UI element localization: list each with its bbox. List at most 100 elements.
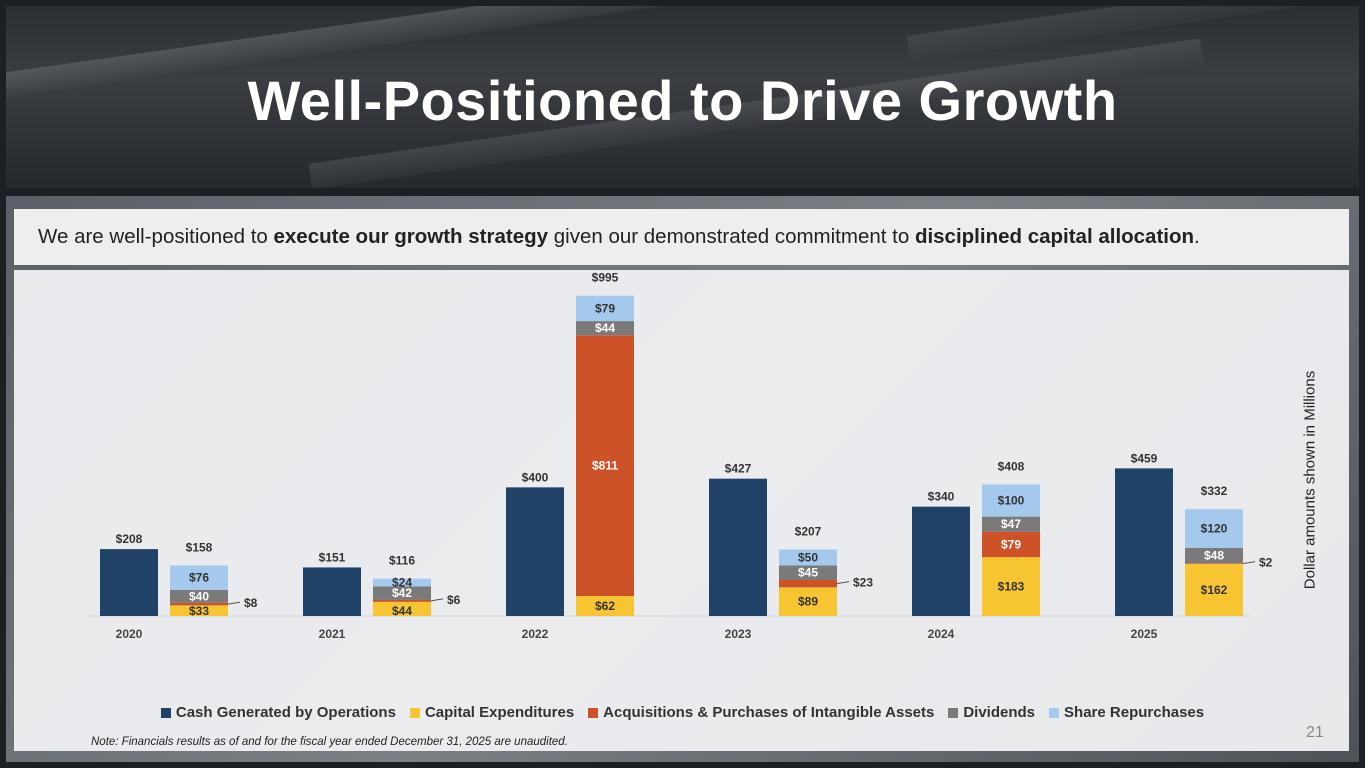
bar-acq [373,599,431,602]
total-label: $332 [1201,484,1228,498]
bar-rep [170,565,228,590]
data-label: $62 [595,599,615,613]
x-tick-label: 2024 [928,627,955,641]
data-label: $45 [798,566,818,580]
bar-cash-generated [912,506,970,616]
data-label: $79 [595,301,615,315]
legend-swatch [409,707,420,718]
legend-label: Dividends [963,704,1036,721]
data-label: $151 [319,550,346,564]
bar-acq [170,602,228,606]
bar-div [576,321,634,336]
intro-emphasis: disciplined capital allocation [914,225,1195,248]
total-label: $207 [795,524,822,538]
x-tick-label: 2023 [725,627,752,641]
bar-capex [982,557,1040,616]
data-label: $89 [798,595,818,609]
callout-line [836,581,850,585]
data-label: $33 [189,604,209,618]
data-label: $100 [998,494,1025,508]
data-label: $24 [392,576,412,590]
bar-capex [1185,563,1243,616]
page-title: Well-Positioned to Drive Growth [247,69,1118,132]
legend-item: Share Repurchases [1049,704,1204,721]
intro-statement: We are well-positioned to execute our gr… [14,209,1349,265]
data-label: $47 [1001,517,1021,531]
bar-acq [982,531,1040,558]
data-label: $162 [1201,583,1228,597]
legend-swatch [948,707,959,718]
legend-swatch [1049,707,1060,718]
legend-label: Acquisitions & Purchases of Intangible A… [603,704,935,721]
intro-text: given our demonstrated commitment to [548,225,915,248]
data-label: $400 [522,470,549,484]
bar-cash-generated [303,567,361,616]
bar-div [373,586,431,600]
bar-cash-generated [506,487,564,616]
x-tick-label: 2022 [522,627,549,641]
x-tick-label: 2020 [116,627,143,641]
data-label: $23 [853,576,873,590]
legend-item: Cash Generated by Operations [160,704,396,721]
bar-cash-generated [100,549,158,616]
bar-div [982,516,1040,532]
legend-swatch [160,707,171,718]
callout-line [227,601,241,605]
intro-text: . [1194,225,1200,248]
chart-legend: Cash Generated by Operations Capital Expe… [0,704,1365,721]
bar-rep [779,549,837,566]
data-label: $44 [392,604,412,618]
data-label: $183 [998,580,1025,594]
callout-line [430,598,444,602]
y-axis-label: Dollar amounts shown in Millions [1301,370,1319,590]
legend-label: Cash Generated by Operations [175,704,396,721]
bar-capex [779,587,837,616]
bar-div [170,589,228,603]
data-label: $76 [189,571,209,585]
intro-text: We are well-positioned to [38,225,274,248]
data-label: $50 [798,550,818,564]
data-label: $340 [928,490,955,504]
data-label: $48 [1204,549,1224,563]
data-label: $79 [1001,537,1021,551]
data-label: $811 [592,459,618,473]
bar-capex [170,605,228,616]
bar-div [779,565,837,580]
intro-emphasis: execute our growth strategy [273,225,549,248]
data-label: $8 [244,596,258,610]
total-label: $116 [389,554,415,568]
bar-rep [373,578,431,587]
total-label: $408 [998,459,1025,473]
bar-div [1185,547,1243,564]
bar-acq [779,579,837,588]
bar-rep [576,295,634,322]
footnote: Note: Financials results as of and for t… [91,736,568,748]
header-banner [6,6,1359,188]
data-label: $6 [447,593,461,607]
data-label: $42 [392,586,412,600]
legend-item: Capital Expenditures [409,704,575,721]
data-label: $40 [189,589,209,603]
page-number: 21 [1306,724,1324,741]
total-label: $995 [592,271,619,285]
bar-rep [1185,509,1243,548]
data-label: $120 [1201,522,1228,536]
legend-swatch [588,707,599,718]
data-label: $2 [1259,556,1273,570]
legend-item: Acquisitions & Purchases of Intangible A… [588,704,934,721]
bar-acq [1185,563,1243,564]
bar-cash-generated [709,478,767,616]
bar-cash-generated [1115,468,1173,616]
data-label: $44 [595,321,615,335]
legend-item: Dividends [948,704,1035,721]
bar-capex [576,596,634,616]
x-tick-label: 2025 [1131,627,1158,641]
data-label: $427 [725,462,752,476]
total-label: $158 [186,541,213,555]
bar-acq [576,335,634,597]
legend-label: Capital Expenditures [424,704,575,721]
x-tick-label: 2021 [319,627,346,641]
legend-label: Share Repurchases [1064,704,1205,721]
callout-line [1242,561,1256,565]
